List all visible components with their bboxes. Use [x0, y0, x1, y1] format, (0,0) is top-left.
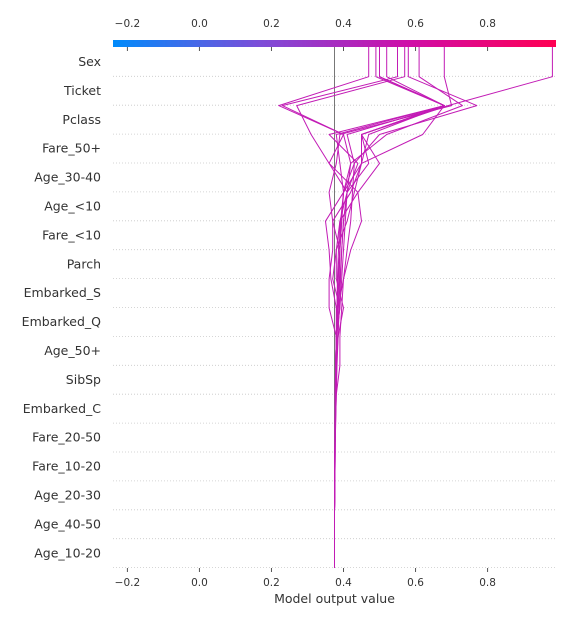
feature-label: Age_20-30 — [34, 488, 101, 503]
feature-label: Age_30-40 — [34, 170, 101, 185]
feature-label: Age_50+ — [44, 343, 101, 358]
top-tick-label: 0.0 — [191, 18, 208, 30]
bottom-axis-ticks: −0.2 0.0 0.2 0.4 0.6 0.8 — [115, 568, 496, 589]
feature-label: Age_10-20 — [34, 545, 101, 560]
top-tick-label: 0.6 — [407, 18, 424, 30]
feature-labels: Sex Ticket Pclass Fare_50+ Age_30-40 Age_<10 F… — [22, 54, 102, 560]
bottom-tick-label: 0.4 — [335, 577, 352, 589]
feature-label: Age_<10 — [44, 199, 101, 214]
feature-label: Fare_20-50 — [32, 430, 101, 445]
feature-label: Embarked_C — [23, 401, 101, 416]
bottom-tick-label: 0.8 — [479, 577, 496, 589]
decision-line — [328, 44, 453, 568]
top-tick-label: 0.2 — [263, 18, 280, 30]
top-tick-label: −0.2 — [115, 18, 141, 30]
colorbar — [113, 40, 556, 47]
bottom-tick-label: 0.2 — [263, 577, 280, 589]
feature-label: Embarked_Q — [22, 314, 101, 329]
feature-label: Embarked_S — [24, 285, 101, 300]
feature-label: Fare_50+ — [42, 141, 101, 156]
top-axis-ticks: −0.2 0.0 0.2 0.4 0.6 0.8 — [115, 18, 496, 51]
feature-label: Pclass — [62, 112, 101, 127]
feature-label: Fare_10-20 — [32, 459, 101, 474]
decision-lines — [278, 44, 553, 568]
feature-label: Ticket — [63, 83, 101, 98]
grid-lines — [113, 75, 556, 568]
decision-line — [334, 44, 445, 568]
bottom-tick-label: 0.6 — [407, 577, 424, 589]
decision-line — [334, 44, 445, 568]
x-axis-label: Model output value — [274, 591, 395, 606]
feature-label: Parch — [67, 256, 101, 271]
decision-line — [334, 44, 553, 568]
feature-label: SibSp — [66, 372, 101, 387]
top-tick-label: 0.4 — [335, 18, 352, 30]
bottom-tick-label: 0.0 — [191, 577, 208, 589]
decision-line — [334, 44, 478, 568]
feature-label: Fare_<10 — [42, 227, 101, 242]
top-tick-label: 0.8 — [479, 18, 496, 30]
decision-line — [334, 44, 445, 568]
bottom-tick-label: −0.2 — [115, 577, 141, 589]
feature-label: Age_40-50 — [34, 516, 101, 531]
feature-label: Sex — [78, 54, 101, 69]
decision-line — [278, 44, 370, 568]
